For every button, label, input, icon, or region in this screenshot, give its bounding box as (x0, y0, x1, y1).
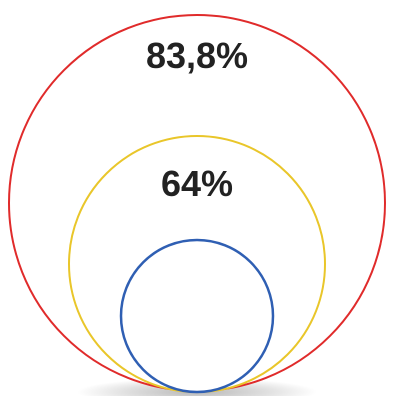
outer-circle-label: 83,8% (146, 35, 248, 76)
inner-circle (119, 238, 275, 394)
middle-circle-label: 64% (161, 163, 233, 204)
